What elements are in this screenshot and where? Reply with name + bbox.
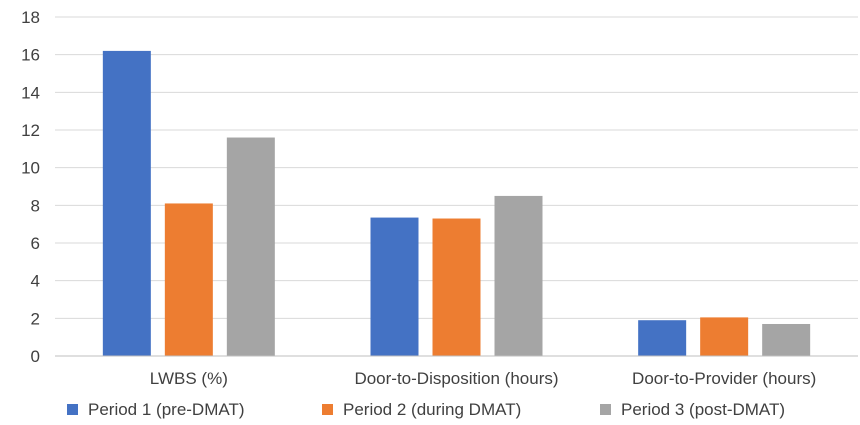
bar-3-2 (494, 195, 543, 356)
y-tick-label: 0 (31, 347, 40, 366)
bar-1-3 (638, 320, 687, 356)
y-tick-label: 16 (21, 46, 40, 65)
x-category-label: Door-to-Provider (hours) (632, 369, 816, 388)
legend-swatch (322, 404, 333, 415)
y-tick-label: 4 (31, 272, 40, 291)
x-category-label: Door-to-Disposition (hours) (354, 369, 558, 388)
y-tick-label: 12 (21, 121, 40, 140)
x-axis-categories: LWBS (%) Door-to-Disposition (hours) Door-… (150, 369, 816, 388)
bars (102, 50, 811, 357)
y-tick-label: 2 (31, 309, 40, 328)
y-tick-label: 6 (31, 234, 40, 253)
y-axis-ticks: 0 2 4 6 8 10 12 14 16 18 (21, 8, 40, 366)
legend-swatch (67, 404, 78, 415)
bar-2-3 (700, 317, 749, 356)
y-tick-label: 10 (21, 159, 40, 178)
bar-3-3 (762, 323, 811, 356)
bar-2-2 (432, 218, 481, 356)
bar-1-1 (102, 50, 151, 357)
x-category-label: LWBS (%) (150, 369, 228, 388)
legend: Period 1 (pre-DMAT) Period 2 (during DMAT… (67, 400, 785, 419)
bar-1-2 (370, 217, 419, 356)
y-tick-label: 14 (21, 83, 40, 102)
bar-3-1 (226, 137, 275, 356)
legend-label: Period 3 (post-DMAT) (621, 400, 785, 419)
bar-2-1 (164, 203, 213, 356)
legend-label: Period 1 (pre-DMAT) (88, 400, 245, 419)
y-tick-label: 8 (31, 196, 40, 215)
legend-swatch (600, 404, 611, 415)
y-tick-label: 18 (21, 8, 40, 27)
legend-label: Period 2 (during DMAT) (343, 400, 521, 419)
